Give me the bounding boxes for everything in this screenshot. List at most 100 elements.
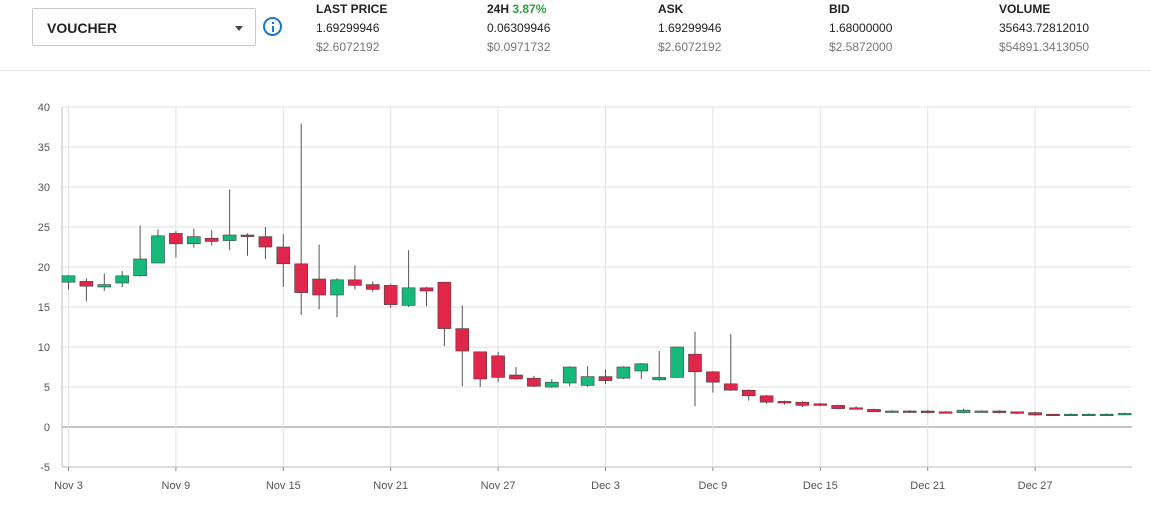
y-tick-label: 20 [38, 262, 50, 274]
candle-body[interactable] [777, 401, 792, 404]
x-tick-label: Nov 21 [373, 480, 408, 492]
candle-body[interactable] [849, 407, 863, 410]
stat-label: LAST PRICE [316, 2, 388, 16]
candle-body[interactable] [992, 410, 1007, 413]
candle-body[interactable] [634, 363, 649, 372]
y-tick-label: 30 [38, 182, 50, 194]
stat-value: 0.06309946 [487, 21, 551, 35]
stat-usd: $2.6072192 [316, 40, 380, 54]
candlestick-chart[interactable]: -5 0 5 10 15 20 25 30 35 40 Nov 3 Nov 9 Nov 15 Nov 21… [0, 70, 1151, 505]
x-tick-label: Nov 15 [266, 480, 301, 492]
candle-body[interactable] [1046, 413, 1060, 417]
candle-body[interactable] [294, 263, 309, 293]
candle-body[interactable] [187, 236, 201, 245]
candle-body[interactable] [759, 395, 774, 403]
chevron-down-icon [235, 26, 243, 31]
candle-body[interactable] [61, 275, 76, 283]
y-tick-label: 5 [44, 382, 50, 394]
candle-body[interactable] [885, 410, 899, 413]
stat-label: VOLUME [999, 2, 1051, 16]
candle-body[interactable] [956, 409, 971, 413]
candle-body[interactable] [527, 377, 541, 387]
candle-body[interactable] [616, 366, 631, 379]
candle-body[interactable] [491, 355, 505, 378]
x-tick-label: Dec 9 [699, 480, 728, 492]
x-tick-label: Nov 27 [481, 480, 516, 492]
candle-body[interactable] [652, 377, 667, 381]
candle-body[interactable] [258, 236, 273, 248]
candle-body[interactable] [688, 353, 702, 373]
candle-body[interactable] [115, 275, 129, 284]
candle-body[interactable] [741, 389, 756, 397]
candle-body[interactable] [330, 279, 344, 296]
candle-body[interactable] [151, 235, 165, 264]
stat-value: 1.69299946 [316, 21, 380, 35]
candle-body[interactable] [1010, 411, 1025, 414]
candle-body[interactable] [562, 366, 577, 384]
x-tick-label: Dec 3 [591, 480, 620, 492]
candle-body[interactable] [902, 410, 917, 413]
candle-body[interactable] [437, 281, 452, 329]
ticker-header: VOUCHER LAST PRICE 1.69299946 $2.6072192… [0, 0, 1151, 71]
stat-label: ASK [658, 2, 684, 16]
candle-body[interactable] [276, 246, 291, 265]
stat-label: BID [829, 2, 850, 16]
candle-body[interactable] [795, 401, 810, 406]
candle-body[interactable] [1117, 413, 1132, 416]
stat-label: 24H 3.87% [487, 2, 546, 16]
info-icon[interactable] [263, 17, 282, 36]
candle-body[interactable] [79, 281, 94, 287]
x-tick-label: Dec 27 [1018, 480, 1053, 492]
candle-body[interactable] [920, 410, 935, 413]
candle-body[interactable] [419, 287, 434, 292]
candle-body[interactable] [670, 346, 684, 378]
y-tick-label: 10 [38, 342, 50, 354]
candle-body[interactable] [1099, 413, 1114, 417]
stat-usd: $2.5872000 [829, 40, 893, 54]
y-tick-label: 0 [44, 422, 50, 434]
stat-value: 35643.72812010 [999, 21, 1090, 35]
candle-body[interactable] [544, 381, 559, 388]
y-tick-label: -5 [40, 462, 50, 474]
y-tick-label: 40 [38, 102, 50, 114]
candle-body[interactable] [204, 237, 219, 242]
candle-body[interactable] [1082, 413, 1096, 417]
candle-body[interactable] [1028, 412, 1042, 416]
candle-body[interactable] [473, 351, 488, 380]
candle-body[interactable] [348, 279, 362, 286]
y-tick-label: 25 [38, 222, 50, 234]
candle-body[interactable] [455, 328, 470, 352]
y-tick-label: 15 [38, 302, 50, 314]
x-tick-label: Nov 9 [162, 480, 191, 492]
stat-usd: $2.6072192 [658, 40, 722, 54]
candle-body[interactable] [240, 234, 255, 237]
candle-body[interactable] [222, 234, 237, 241]
y-tick-label: 35 [38, 142, 50, 154]
stat-usd: $0.0971732 [487, 40, 551, 54]
candle-body[interactable] [401, 287, 416, 306]
candle-body[interactable] [312, 278, 326, 296]
candle-body[interactable] [97, 284, 112, 288]
market-select[interactable]: VOUCHER [32, 8, 256, 46]
candle-body[interactable] [365, 284, 380, 290]
x-tick-label: Dec 15 [803, 480, 838, 492]
candle-body[interactable] [867, 409, 881, 413]
candle-body[interactable] [813, 403, 828, 406]
candle-body[interactable] [133, 258, 147, 277]
candle-body[interactable] [723, 383, 738, 391]
candle-body[interactable] [831, 405, 846, 409]
stat-value: 1.68000000 [829, 21, 893, 35]
market-select-value: VOUCHER [47, 20, 118, 36]
candle-body[interactable] [383, 285, 398, 305]
candle-body[interactable] [169, 233, 183, 245]
candle-body[interactable] [580, 376, 595, 386]
candle-body[interactable] [938, 411, 953, 414]
candle-body[interactable] [509, 374, 523, 380]
x-tick-label: Dec 21 [910, 480, 945, 492]
candle-body[interactable] [1064, 413, 1078, 417]
candle-body[interactable] [598, 376, 613, 381]
candle-body[interactable] [706, 371, 720, 383]
candle-body[interactable] [974, 410, 989, 413]
stat-value: 1.69299946 [658, 21, 722, 35]
stat-24h-label: 24H [487, 2, 510, 16]
